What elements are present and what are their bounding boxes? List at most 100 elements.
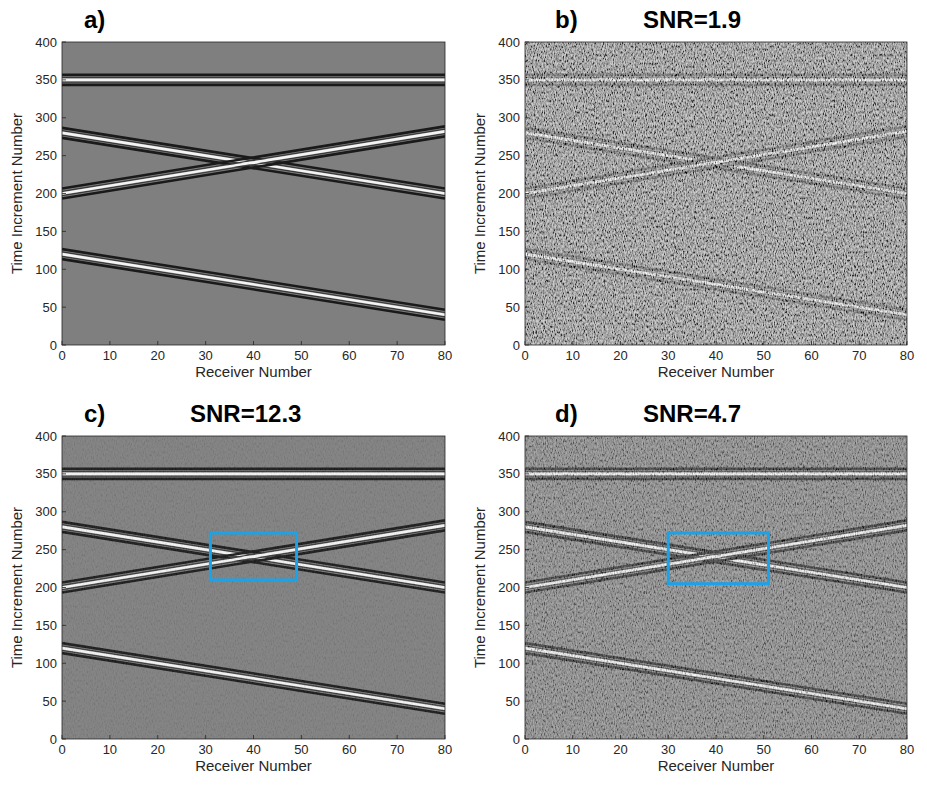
plot-area: [525, 436, 907, 739]
x-axis-title: Receiver Number: [195, 757, 312, 774]
y-tick-label: 250: [35, 542, 57, 557]
x-tick-label: 40: [246, 742, 260, 757]
panel-title: SNR=4.7: [643, 400, 741, 427]
x-tick-label: 30: [661, 742, 675, 757]
y-tick-label: 200: [498, 580, 520, 595]
x-tick-label: 70: [852, 348, 866, 363]
y-tick: [62, 587, 66, 588]
x-tick: [445, 735, 446, 739]
x-tick: [620, 735, 621, 739]
y-tick-label: 150: [35, 618, 57, 633]
y-tick-label: 0: [513, 732, 520, 747]
panel: 0102030405060708005010015020025030035040…: [8, 6, 452, 380]
wavelet-lobe: [62, 259, 445, 320]
y-tick: [62, 42, 66, 43]
x-tick-label: 60: [804, 742, 818, 757]
y-tick: [525, 269, 529, 270]
x-tick-label: 50: [294, 348, 308, 363]
x-tick: [157, 341, 158, 345]
x-tick: [572, 735, 573, 739]
x-tick: [859, 341, 860, 345]
y-tick: [525, 155, 529, 156]
x-tick: [205, 735, 206, 739]
y-tick: [62, 231, 66, 232]
x-axis-title: Receiver Number: [658, 363, 775, 380]
x-tick: [811, 341, 812, 345]
noise: [525, 42, 907, 345]
x-tick: [62, 735, 63, 739]
x-tick-label: 80: [900, 348, 914, 363]
wavelet-lobe: [62, 126, 445, 188]
y-axis-title: Time Increment Number: [471, 507, 488, 668]
y-tick: [525, 701, 529, 702]
figure: 0102030405060708005010015020025030035040…: [0, 0, 927, 788]
y-tick: [62, 701, 66, 702]
wavelet-lobe: [62, 252, 445, 313]
x-tick: [253, 341, 254, 345]
y-tick: [62, 345, 66, 346]
highlight-box: [668, 533, 768, 584]
wavelet-lobe: [62, 77, 445, 78]
y-tick: [62, 117, 66, 118]
y-tick-label: 200: [498, 186, 520, 201]
frame: [62, 436, 445, 739]
background: [62, 436, 445, 739]
x-tick: [859, 735, 860, 739]
y-tick: [62, 473, 66, 474]
x-tick-label: 40: [709, 742, 723, 757]
y-tick-label: 300: [35, 504, 57, 519]
x-tick-label: 30: [198, 742, 212, 757]
x-tick-label: 0: [58, 742, 65, 757]
background: [525, 42, 907, 345]
plot-area: [62, 436, 445, 739]
event-line: [62, 131, 445, 193]
x-tick: [763, 735, 764, 739]
y-tick: [62, 79, 66, 80]
wavelet-lobe: [62, 81, 445, 82]
x-tick-label: 70: [390, 348, 404, 363]
y-tick-label: 400: [35, 429, 57, 444]
x-tick-label: 70: [390, 742, 404, 757]
y-tick: [525, 549, 529, 550]
x-tick-label: 20: [613, 348, 627, 363]
y-tick-label: 250: [498, 148, 520, 163]
y-tick-label: 400: [498, 35, 520, 50]
x-tick: [205, 341, 206, 345]
y-tick-label: 150: [35, 224, 57, 239]
background: [62, 42, 445, 345]
y-tick: [525, 345, 529, 346]
y-tick-label: 0: [513, 338, 520, 353]
wavelet-lobe: [62, 134, 445, 196]
y-tick-label: 350: [498, 466, 520, 481]
panel-label: c): [84, 400, 105, 427]
x-tick-label: 80: [900, 742, 914, 757]
x-tick: [62, 341, 63, 345]
x-tick: [397, 341, 398, 345]
x-tick-label: 50: [757, 348, 771, 363]
y-tick: [525, 663, 529, 664]
x-tick: [525, 341, 526, 345]
y-tick-label: 400: [498, 429, 520, 444]
y-tick-label: 350: [35, 466, 57, 481]
panel: 0102030405060708005010015020025030035040…: [8, 400, 452, 774]
y-tick: [62, 625, 66, 626]
y-tick: [525, 587, 529, 588]
y-tick: [525, 42, 529, 43]
x-axis-title: Receiver Number: [658, 757, 775, 774]
y-axis-title: Time Increment Number: [8, 507, 25, 668]
y-tick: [525, 231, 529, 232]
y-tick-label: 100: [35, 656, 57, 671]
y-tick-label: 200: [35, 580, 57, 595]
y-tick: [525, 473, 529, 474]
y-tick-label: 50: [506, 300, 520, 315]
x-tick: [716, 341, 717, 345]
y-axis-title: Time Increment Number: [471, 113, 488, 274]
x-tick-label: 30: [198, 348, 212, 363]
x-tick: [907, 735, 908, 739]
y-tick-label: 100: [498, 656, 520, 671]
y-tick: [62, 269, 66, 270]
x-tick-label: 50: [757, 742, 771, 757]
y-tick-label: 100: [498, 262, 520, 277]
x-tick-label: 20: [151, 742, 165, 757]
highlight-box: [210, 533, 296, 580]
